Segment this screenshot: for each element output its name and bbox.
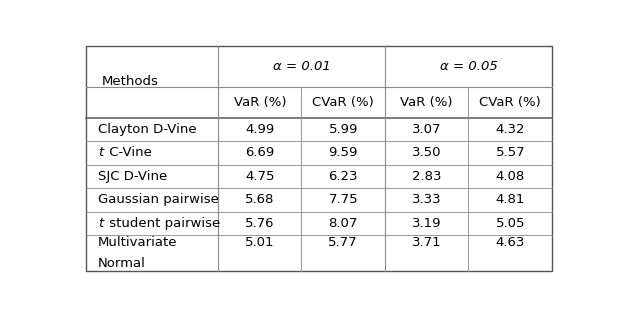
Text: 3.19: 3.19 (412, 217, 441, 230)
Text: 5.99: 5.99 (329, 123, 358, 136)
Text: 3.07: 3.07 (412, 123, 441, 136)
Text: α = 0.01: α = 0.01 (273, 60, 330, 73)
Text: 5.68: 5.68 (245, 193, 275, 206)
Text: 9.59: 9.59 (329, 146, 358, 159)
Text: t: t (98, 217, 104, 230)
Text: 3.33: 3.33 (412, 193, 441, 206)
Text: 4.08: 4.08 (495, 170, 525, 183)
Text: 7.75: 7.75 (329, 193, 358, 206)
Text: student pairwise: student pairwise (105, 217, 220, 230)
Text: CVaR (%): CVaR (%) (312, 95, 374, 109)
Text: VaR (%): VaR (%) (234, 95, 286, 109)
Text: 6.23: 6.23 (329, 170, 358, 183)
Text: 5.01: 5.01 (245, 236, 275, 249)
Text: α = 0.05: α = 0.05 (440, 60, 497, 73)
Text: SJC D-Vine: SJC D-Vine (98, 170, 167, 183)
Text: 3.71: 3.71 (412, 236, 441, 249)
Text: 4.32: 4.32 (495, 123, 525, 136)
Text: 4.99: 4.99 (245, 123, 275, 136)
Text: VaR (%): VaR (%) (401, 95, 453, 109)
Text: C-Vine: C-Vine (105, 146, 152, 159)
Text: 5.76: 5.76 (245, 217, 275, 230)
Text: 4.75: 4.75 (245, 170, 275, 183)
Text: Methods: Methods (102, 75, 159, 88)
Text: 5.57: 5.57 (495, 146, 525, 159)
Text: t: t (98, 146, 104, 159)
Text: 5.77: 5.77 (329, 236, 358, 249)
Text: 5.05: 5.05 (495, 217, 525, 230)
Text: 8.07: 8.07 (329, 217, 358, 230)
Text: 3.50: 3.50 (412, 146, 441, 159)
Text: 6.69: 6.69 (245, 146, 275, 159)
Text: CVaR (%): CVaR (%) (479, 95, 541, 109)
Text: Clayton D-Vine: Clayton D-Vine (98, 123, 197, 136)
Text: Gaussian pairwise: Gaussian pairwise (98, 193, 219, 206)
Text: Normal: Normal (98, 257, 146, 270)
Text: 4.81: 4.81 (495, 193, 525, 206)
Text: 2.83: 2.83 (412, 170, 441, 183)
Text: Multivariate: Multivariate (98, 236, 177, 249)
Text: 4.63: 4.63 (495, 236, 525, 249)
